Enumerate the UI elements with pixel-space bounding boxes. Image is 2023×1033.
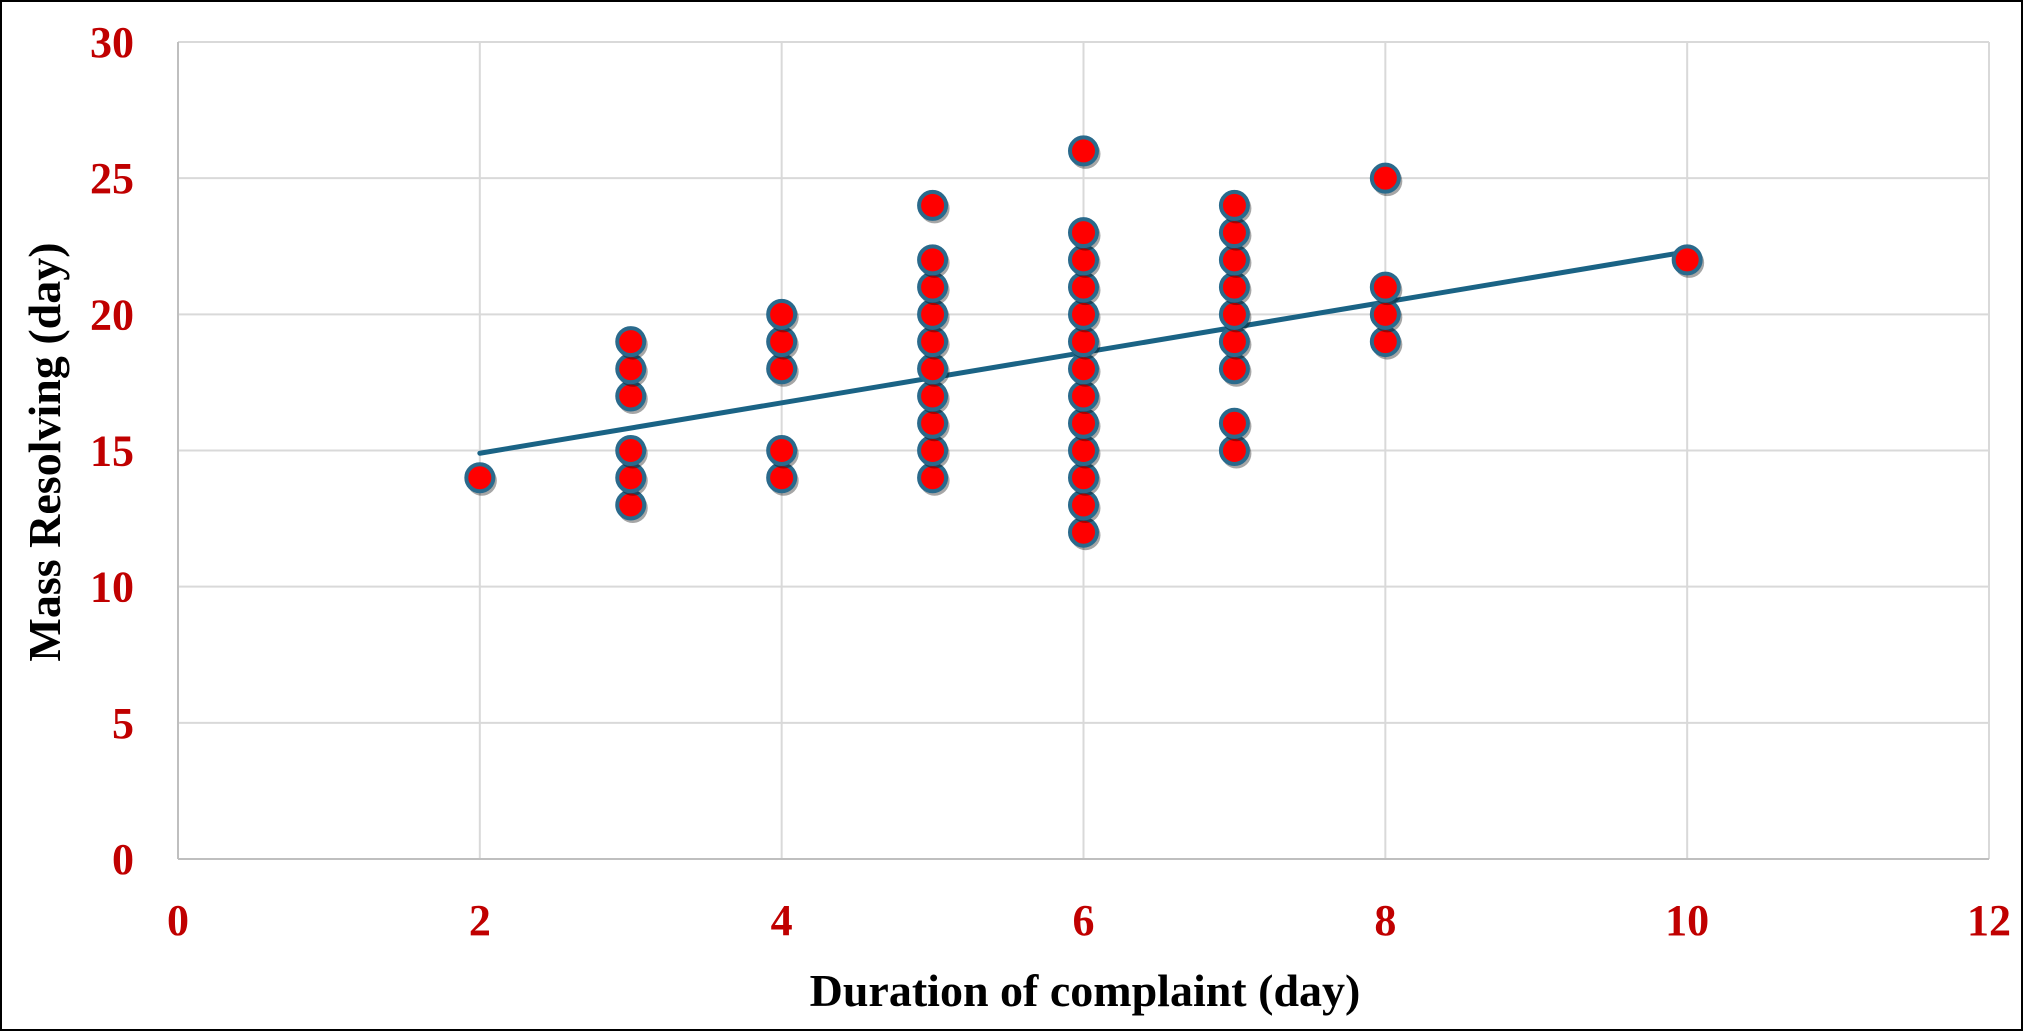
x-axis-title: Duration of complaint (day) [810,965,1361,1016]
data-point [464,462,496,494]
data-point [1068,135,1099,167]
y-tick-label: 10 [90,563,134,612]
data-point [615,435,647,466]
x-tick-label: 8 [1374,896,1396,945]
x-tick-label: 2 [469,896,491,945]
tick-labels: 0 5 10 15 20 25 30 0 2 4 6 8 10 12 [90,18,2011,945]
data-point [917,244,949,276]
x-tick-label: 0 [167,896,189,945]
x-tick-label: 6 [1073,896,1095,945]
y-tick-label: 0 [112,835,134,884]
data-point [766,435,798,466]
y-axis-title: Mass Resolving (day) [19,242,70,661]
data-point [1218,407,1250,439]
data-point [766,298,798,330]
x-tick-label: 10 [1665,896,1709,945]
data-point [917,189,949,221]
axes [177,42,1989,860]
data-point [1369,162,1401,194]
data-points [464,135,1705,551]
y-tick-label: 25 [90,154,134,203]
x-tick-label: 12 [1967,896,2011,945]
y-tick-label: 5 [112,699,134,748]
x-tick-label: 4 [771,896,793,945]
y-tick-label: 30 [90,18,134,67]
data-point [615,326,647,358]
y-tick-label: 15 [90,427,134,476]
y-tick-label: 20 [90,290,134,339]
data-point [1369,271,1401,303]
data-point [1671,244,1703,276]
data-point [1068,217,1099,249]
data-point [1218,189,1250,221]
